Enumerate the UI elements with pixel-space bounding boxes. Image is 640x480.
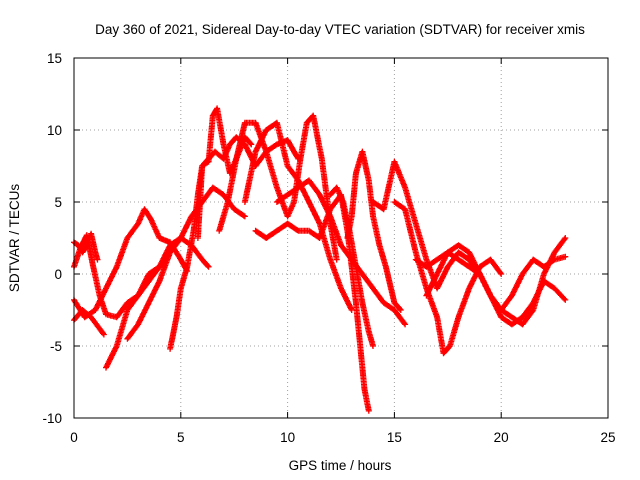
- x-tick-label: 15: [387, 430, 402, 445]
- y-tick-label: -10: [42, 411, 62, 426]
- x-tick-label: 5: [177, 430, 185, 445]
- grid: [74, 58, 608, 418]
- y-axis-label: SDTVAR / TECUs: [7, 184, 22, 293]
- x-tick-label: 25: [600, 430, 615, 445]
- data-point-markers: [273, 177, 409, 328]
- series-arc12: [273, 177, 409, 328]
- x-tick-label: 10: [280, 430, 295, 445]
- data-point-markers: [370, 158, 483, 292]
- series-arc19: [466, 256, 569, 328]
- data-point-markers: [241, 119, 355, 313]
- series-arc10: [241, 119, 355, 313]
- axis-ticks: 0 5 10 15 20 25 -10 -5 0 5 10 15: [42, 51, 615, 445]
- data-point-markers: [391, 199, 505, 357]
- y-tick-label: 0: [54, 267, 62, 282]
- series-arc15: [370, 158, 483, 292]
- y-tick-label: -5: [50, 339, 62, 354]
- y-tick-label: 5: [54, 195, 62, 210]
- chart-title: Day 360 of 2021, Sidereal Day-to-day VTE…: [95, 22, 585, 37]
- x-tick-label: 0: [70, 430, 78, 445]
- plot-frame: [73, 57, 609, 419]
- data-point-markers: [252, 191, 372, 414]
- x-tick-label: 20: [494, 430, 509, 445]
- data-point-markers: [466, 256, 569, 328]
- y-tick-label: 15: [47, 51, 62, 66]
- series-arc14: [344, 148, 404, 313]
- data-point-markers: [344, 148, 404, 313]
- series-arc16: [391, 199, 505, 357]
- data-series: [71, 105, 569, 414]
- x-axis-label: GPS time / hours: [289, 458, 392, 473]
- series-arc11: [252, 191, 372, 414]
- y-tick-label: 10: [47, 123, 62, 138]
